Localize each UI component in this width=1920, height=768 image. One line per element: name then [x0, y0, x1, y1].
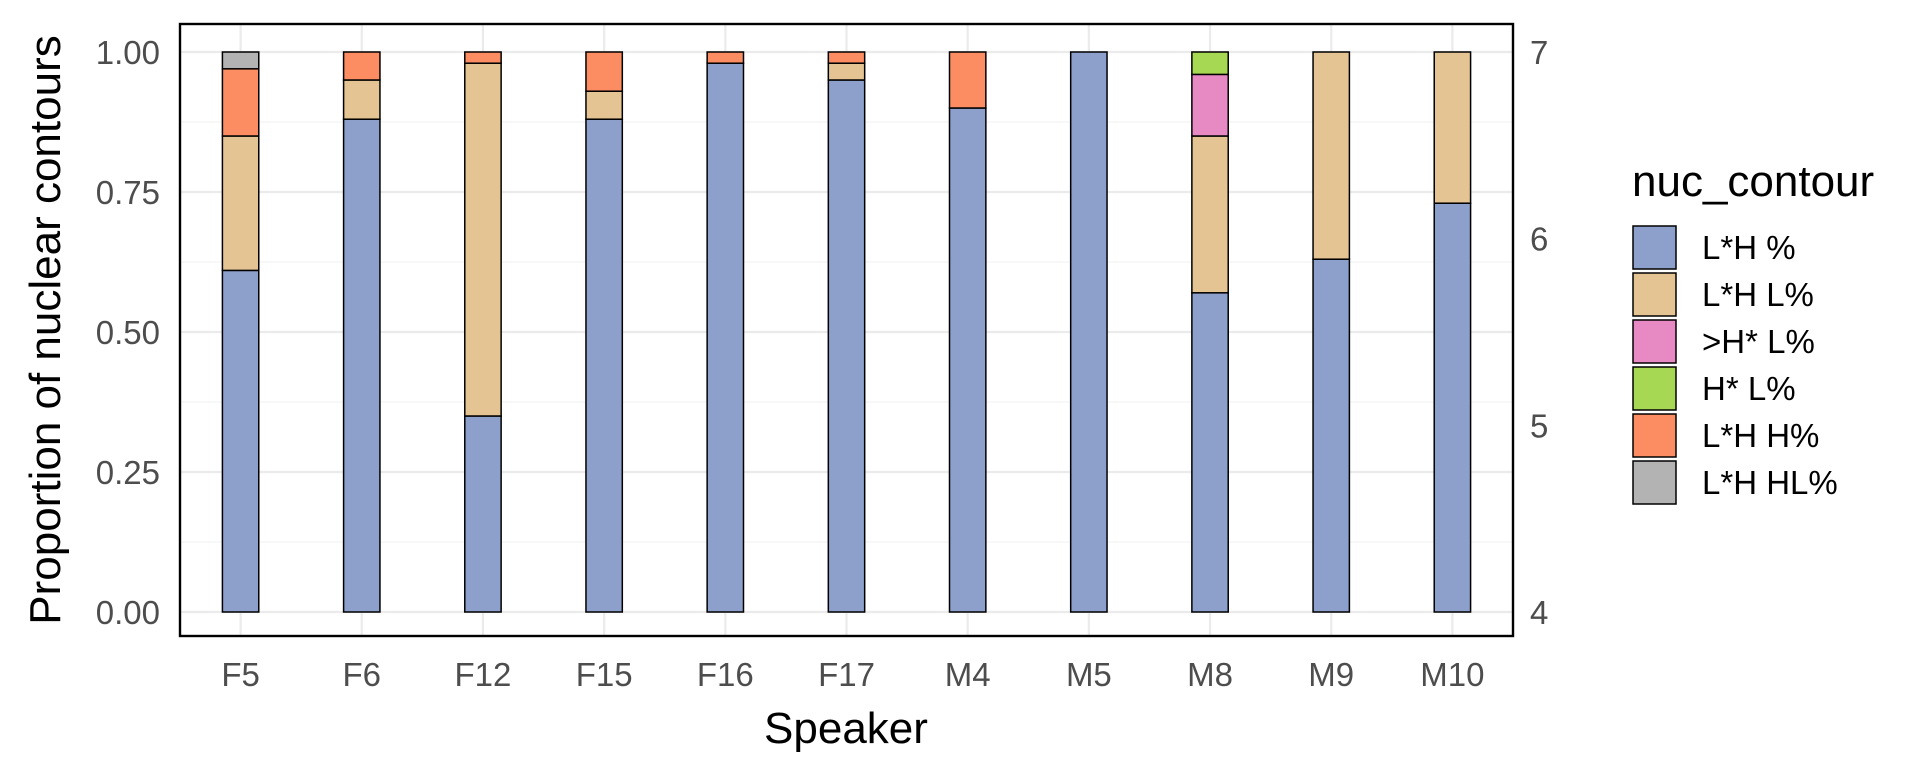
- legend-label: L*H %: [1702, 229, 1796, 266]
- bar-segment: [464, 62, 502, 417]
- bar-segment: [1433, 202, 1472, 613]
- legend-items: L*H % L*H L% >H* L% H* L% L*H H% L*H HL%: [1632, 225, 1838, 505]
- x-tick-label: M5: [1066, 656, 1112, 693]
- legend-label: L*H H%: [1702, 417, 1819, 454]
- bar-segment: [342, 79, 381, 120]
- legend-swatch: [1632, 366, 1677, 411]
- bar-segment: [221, 269, 260, 613]
- bar-stack-M10: [1433, 51, 1472, 613]
- bars: [221, 51, 1472, 613]
- x-tick-label: M9: [1308, 656, 1354, 693]
- bar-segment: [585, 90, 624, 120]
- x-tick-label: F5: [221, 656, 260, 693]
- bar-segment: [342, 51, 381, 81]
- x-tick-label: F6: [343, 656, 382, 693]
- x-tick-label: F12: [455, 656, 512, 693]
- legend-swatch: [1632, 460, 1677, 505]
- bar-segment: [221, 135, 260, 272]
- bar-segment: [948, 107, 987, 613]
- legend-label: >H* L%: [1702, 323, 1815, 360]
- bar-segment: [1191, 73, 1229, 137]
- x-tick-label: F15: [576, 656, 633, 693]
- legend-label: L*H HL%: [1702, 464, 1838, 501]
- bar-segment: [827, 79, 866, 613]
- bar-stack-M5: [1069, 51, 1108, 613]
- y-right-tick-label: 4: [1530, 594, 1548, 631]
- bar-segment: [342, 118, 381, 613]
- x-tick-label: M8: [1187, 656, 1233, 693]
- y-axis-right-ticks: 4 5 6 7: [1530, 34, 1548, 631]
- x-tick-label: M4: [945, 656, 991, 693]
- bar-segment: [1069, 51, 1108, 613]
- bar-segment: [1312, 51, 1351, 260]
- y-tick-label: 0.75: [96, 174, 160, 211]
- bar-segment: [948, 51, 987, 109]
- x-axis-ticks: F5 F6 F12 F15 F16 F17 M4 M5 M8 M9 M10: [221, 656, 1484, 693]
- y-right-tick-label: 7: [1530, 34, 1548, 71]
- bar-stack-F16: [706, 51, 745, 613]
- bar-segment: [706, 62, 745, 613]
- bar-segment: [221, 51, 260, 70]
- bar-segment: [1191, 51, 1229, 76]
- bar-stack-F15: [585, 51, 624, 613]
- bar-segment: [585, 51, 624, 92]
- y-tick-label: 1.00: [96, 34, 160, 71]
- y-tick-label: 0.00: [96, 594, 160, 631]
- bar-stack-M9: [1312, 51, 1351, 613]
- x-tick-label: M10: [1420, 656, 1484, 693]
- legend-label: L*H L%: [1702, 276, 1814, 313]
- x-tick-label: F16: [697, 656, 754, 693]
- bar-segment: [1191, 292, 1229, 613]
- bar-stack-F17: [827, 51, 866, 613]
- bar-segment: [1433, 51, 1472, 204]
- bar-stack-F12: [464, 51, 502, 613]
- bar-segment: [1191, 135, 1229, 294]
- y-axis-left-ticks: 0.00 0.25 0.50 0.75 1.00: [96, 34, 160, 631]
- x-axis-title: Speaker: [764, 704, 928, 753]
- legend-swatch: [1632, 319, 1677, 364]
- legend-title: nuc_contour: [1632, 157, 1874, 206]
- bar-stack-F5: [221, 51, 260, 613]
- bar-stack-M8: [1191, 51, 1229, 613]
- bar-segment: [827, 62, 866, 81]
- y-tick-label: 0.50: [96, 314, 160, 351]
- y-axis-title: Proportion of nuclear contours: [21, 35, 70, 624]
- y-right-tick-label: 5: [1530, 407, 1548, 444]
- bar-segment: [1312, 258, 1351, 613]
- y-tick-label: 0.25: [96, 454, 160, 491]
- bar-segment: [464, 415, 502, 613]
- legend-swatch: [1632, 272, 1677, 317]
- x-tick-label: F17: [818, 656, 875, 693]
- legend: nuc_contour L*H % L*H L% >H* L% H* L% L*H H%…: [1632, 157, 1874, 505]
- bar-segment: [585, 118, 624, 613]
- bar-segment: [464, 51, 502, 64]
- bar-segment: [221, 68, 260, 137]
- bar-segment: [827, 51, 866, 64]
- plot-panel-border: [178, 22, 1515, 638]
- y-right-tick-label: 6: [1530, 221, 1548, 258]
- legend-swatch: [1632, 413, 1677, 458]
- bar-segment: [706, 51, 745, 64]
- bar-stack-F6: [342, 51, 381, 613]
- bar-stack-M4: [948, 51, 987, 613]
- legend-label: H* L%: [1702, 370, 1796, 407]
- legend-swatch: [1632, 225, 1677, 270]
